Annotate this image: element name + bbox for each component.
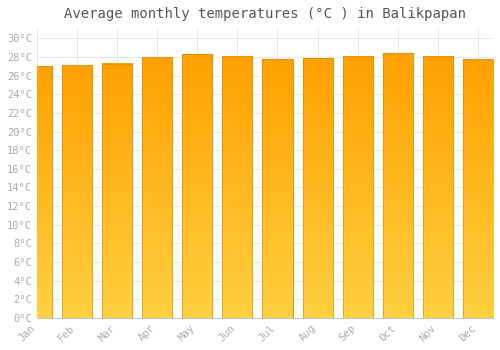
Bar [102, 64, 132, 318]
Bar [383, 53, 413, 318]
Bar [62, 65, 92, 318]
Bar [463, 59, 493, 318]
Bar [142, 57, 172, 318]
Bar [102, 64, 132, 318]
Bar [342, 56, 372, 318]
Bar [62, 65, 92, 318]
Bar [22, 66, 52, 318]
Bar [383, 53, 413, 318]
Bar [182, 54, 212, 318]
Bar [22, 66, 52, 318]
Title: Average monthly temperatures (°C ) in Balikpapan: Average monthly temperatures (°C ) in Ba… [64, 7, 466, 21]
Bar [423, 56, 453, 318]
Bar [142, 57, 172, 318]
Bar [222, 56, 252, 318]
Bar [302, 58, 332, 318]
Bar [262, 59, 292, 318]
Bar [262, 59, 292, 318]
Bar [222, 56, 252, 318]
Bar [182, 54, 212, 318]
Bar [302, 58, 332, 318]
Bar [423, 56, 453, 318]
Bar [342, 56, 372, 318]
Bar [463, 59, 493, 318]
